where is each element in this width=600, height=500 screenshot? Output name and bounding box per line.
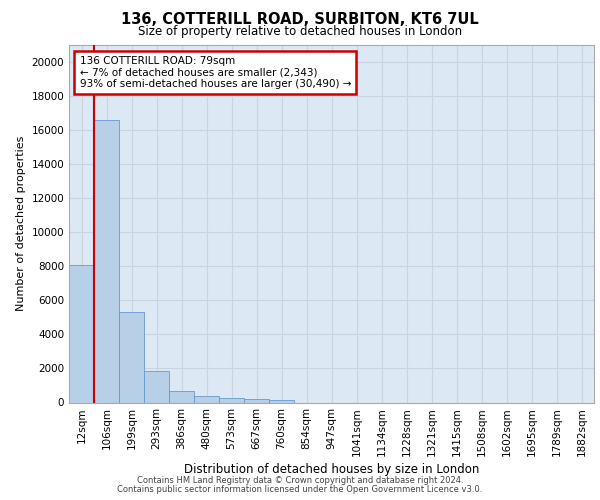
Text: 136 COTTERILL ROAD: 79sqm
← 7% of detached houses are smaller (2,343)
93% of sem: 136 COTTERILL ROAD: 79sqm ← 7% of detach… [79, 56, 351, 89]
Text: 136, COTTERILL ROAD, SURBITON, KT6 7UL: 136, COTTERILL ROAD, SURBITON, KT6 7UL [121, 12, 479, 28]
Text: Contains HM Land Registry data © Crown copyright and database right 2024.: Contains HM Land Registry data © Crown c… [137, 476, 463, 485]
Bar [119, 312, 144, 402]
Bar [169, 390, 194, 402]
Bar [269, 400, 294, 402]
Bar [94, 120, 119, 403]
Bar [244, 399, 269, 402]
Text: Contains public sector information licensed under the Open Government Licence v3: Contains public sector information licen… [118, 485, 482, 494]
Bar [69, 264, 94, 402]
Bar [144, 371, 169, 402]
Y-axis label: Number of detached properties: Number of detached properties [16, 136, 26, 312]
X-axis label: Distribution of detached houses by size in London: Distribution of detached houses by size … [184, 463, 479, 476]
Bar [194, 396, 219, 402]
Bar [219, 398, 244, 402]
Text: Size of property relative to detached houses in London: Size of property relative to detached ho… [138, 25, 462, 38]
